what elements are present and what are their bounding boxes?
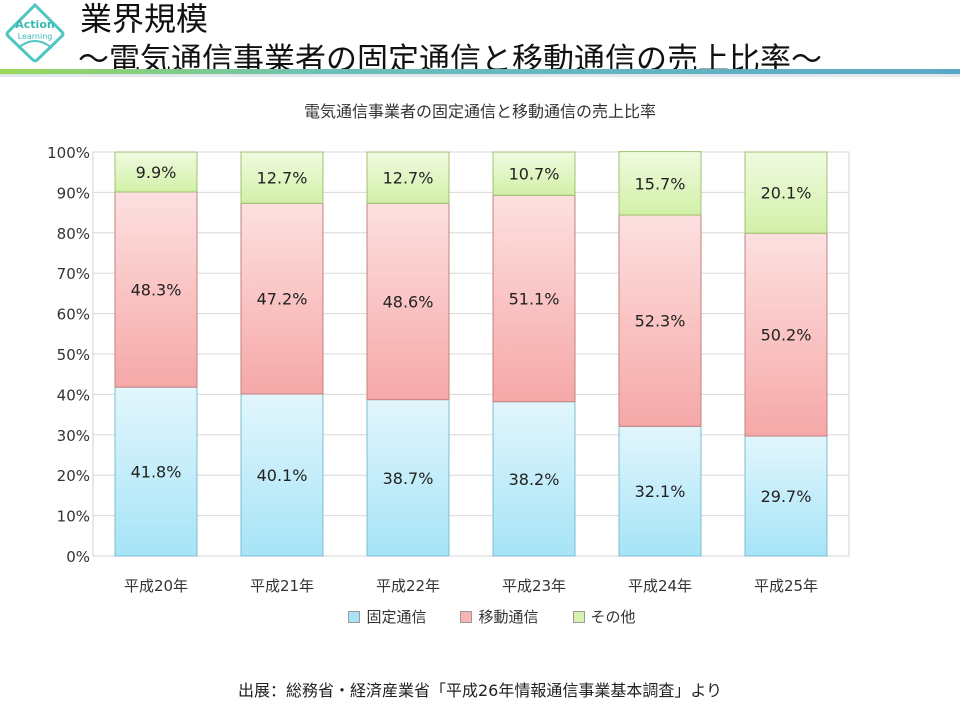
page-title: 業界規模 — [80, 0, 209, 38]
legend-item-other: その他 — [572, 606, 636, 627]
data-label: 51.1% — [509, 289, 560, 308]
x-tick-label: 平成21年 — [250, 577, 314, 595]
bar-segment — [492, 151, 576, 196]
bar-segment — [744, 435, 828, 557]
bar-segment — [240, 393, 324, 557]
data-label: 29.7% — [761, 487, 812, 506]
data-label: 52.3% — [635, 312, 686, 331]
data-label: 47.2% — [257, 290, 308, 309]
y-tick-label: 60% — [57, 306, 90, 324]
action-learning-logo: Action Learning — [5, 2, 65, 63]
data-label: 48.6% — [383, 292, 434, 311]
bar-segment — [618, 151, 702, 216]
bar-segment — [240, 202, 324, 395]
data-label: 50.2% — [761, 326, 812, 345]
data-label: 9.9% — [136, 163, 177, 182]
legend-label: 移動通信 — [478, 608, 539, 626]
bar-segment — [744, 232, 828, 437]
data-label: 48.3% — [131, 281, 182, 300]
legend-swatch — [572, 610, 585, 623]
legend-swatch — [460, 610, 473, 623]
legend-item-mobile: 移動通信 — [460, 606, 539, 627]
y-tick-label: 50% — [57, 346, 90, 364]
bar-segment — [114, 386, 198, 557]
legend-swatch — [348, 610, 361, 623]
bar-segment — [114, 151, 198, 193]
data-label: 12.7% — [257, 169, 308, 188]
legend-label: 固定通信 — [366, 608, 427, 626]
x-tick-label: 平成25年 — [754, 577, 818, 595]
logo-text-2: Learning — [18, 32, 53, 41]
bar-segment — [492, 401, 576, 557]
y-tick-label: 10% — [57, 508, 90, 526]
bar-segment — [618, 425, 702, 557]
data-label: 10.7% — [509, 165, 560, 184]
chart-title: 電気通信事業者の固定通信と移動通信の売上比率 — [303, 102, 656, 121]
bar-segment — [492, 194, 576, 403]
data-label: 40.1% — [257, 466, 308, 485]
legend-label: その他 — [590, 608, 636, 626]
data-label: 38.2% — [509, 470, 560, 489]
bar-segment — [744, 151, 828, 234]
data-label: 12.7% — [383, 169, 434, 188]
y-tick-label: 0% — [66, 548, 90, 566]
y-tick-label: 30% — [57, 427, 90, 445]
bar-segment — [366, 151, 450, 204]
data-label: 15.7% — [635, 174, 686, 193]
data-label: 20.1% — [761, 184, 812, 203]
x-tick-label: 平成23年 — [502, 577, 566, 595]
data-label: 32.1% — [635, 482, 686, 501]
logo-text-1: Action — [15, 18, 54, 31]
x-tick-label: 平成20年 — [124, 577, 188, 595]
y-tick-label: 80% — [57, 225, 90, 243]
y-tick-label: 100% — [47, 144, 90, 162]
bar-segment — [618, 214, 702, 427]
bar-segment — [366, 202, 450, 401]
y-tick-label: 90% — [57, 184, 90, 202]
source-note: 出展：総務省・経済産業省「平成26年情報通信事業基本調査」より — [238, 681, 723, 700]
y-tick-label: 70% — [57, 265, 90, 283]
bar-segment — [114, 191, 198, 388]
y-tick-label: 20% — [57, 467, 90, 485]
data-label: 41.8% — [131, 463, 182, 482]
x-tick-label: 平成24年 — [628, 577, 692, 595]
data-label: 38.7% — [383, 469, 434, 488]
y-tick-label: 40% — [57, 386, 90, 404]
bar-segment — [240, 151, 324, 204]
header-rule — [0, 69, 960, 77]
chart-legend: 固定通信 移動通信 その他 — [0, 606, 960, 627]
x-tick-label: 平成22年 — [376, 577, 440, 595]
legend-item-fixed: 固定通信 — [348, 606, 426, 627]
